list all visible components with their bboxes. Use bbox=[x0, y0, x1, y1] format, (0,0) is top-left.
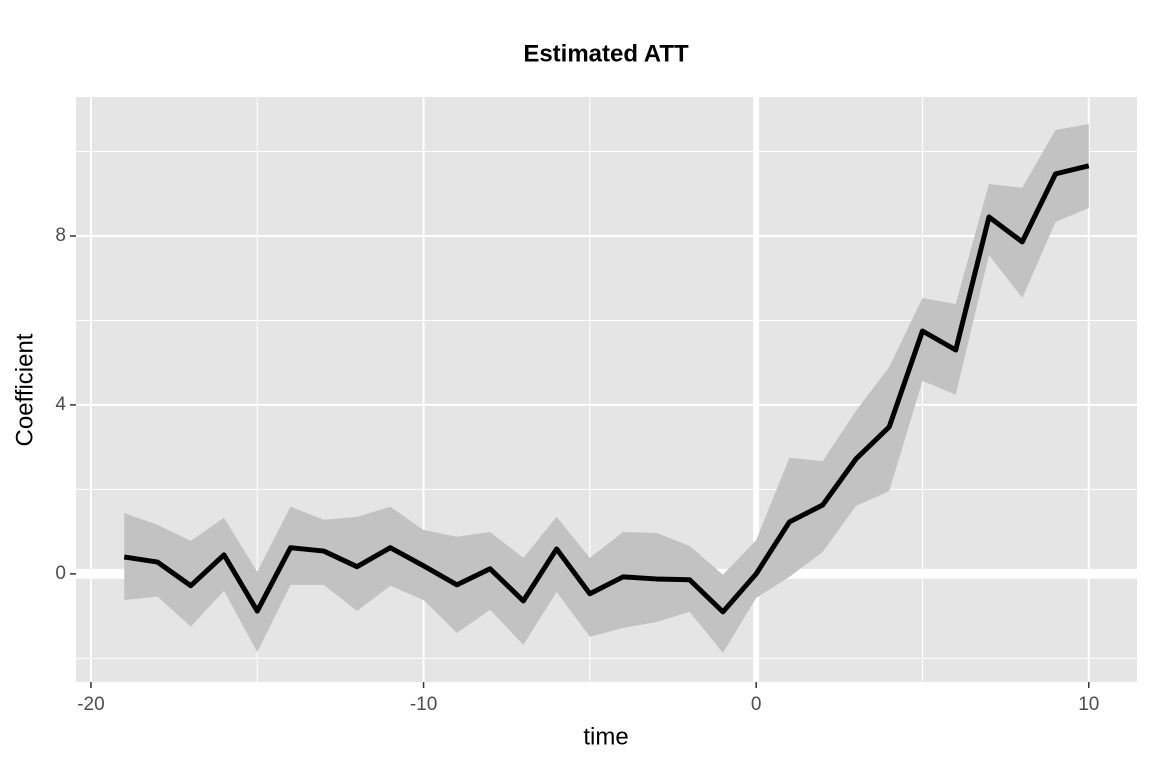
y-tick-label: 8 bbox=[55, 225, 66, 246]
y-axis-title: Coefficient bbox=[11, 333, 38, 446]
x-tick-label: 0 bbox=[751, 694, 762, 715]
x-axis-title: time bbox=[583, 723, 628, 750]
x-tick-label: -10 bbox=[410, 694, 437, 715]
y-tick-label: 0 bbox=[55, 563, 66, 584]
confidence-ribbon bbox=[124, 124, 1089, 653]
chart-title: Estimated ATT bbox=[523, 40, 689, 67]
estimate-line bbox=[123, 163, 1090, 615]
x-tick-label: 10 bbox=[1078, 694, 1099, 715]
x-tick-label: -20 bbox=[77, 694, 104, 715]
y-tick-label: 4 bbox=[55, 394, 66, 415]
